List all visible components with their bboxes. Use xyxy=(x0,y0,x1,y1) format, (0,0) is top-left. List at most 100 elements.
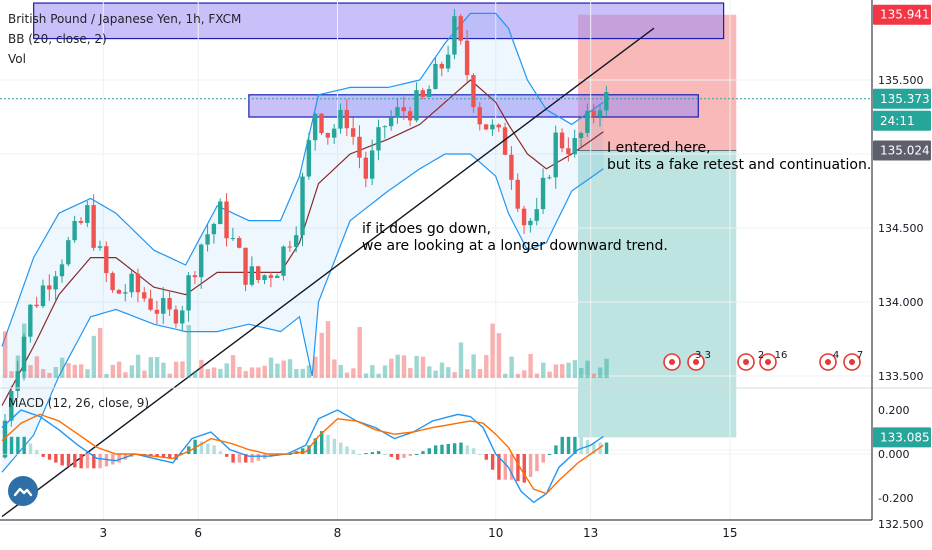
candle-body[interactable] xyxy=(28,304,33,337)
volume-bar[interactable] xyxy=(439,362,445,378)
volume-bar[interactable] xyxy=(572,360,578,378)
candle-body[interactable] xyxy=(173,309,179,324)
volume-bar[interactable] xyxy=(338,364,343,378)
macd-histogram-bar[interactable] xyxy=(98,454,102,469)
macd-histogram-bar[interactable] xyxy=(28,443,33,454)
volume-bar[interactable] xyxy=(528,354,533,378)
candle-body[interactable] xyxy=(521,208,527,226)
volume-bar[interactable] xyxy=(319,332,324,378)
macd-histogram-bar[interactable] xyxy=(370,452,375,454)
macd-histogram-bar[interactable] xyxy=(47,454,52,460)
candle-body[interactable] xyxy=(78,221,84,223)
ascending-trendline[interactable] xyxy=(1,27,655,518)
macd-histogram-bar[interactable] xyxy=(446,443,450,454)
volume-bar[interactable] xyxy=(110,364,116,378)
macd-histogram-bar[interactable] xyxy=(389,454,394,457)
signal-line[interactable] xyxy=(1,413,604,495)
macd-histogram-bar[interactable] xyxy=(566,436,571,454)
macd-histogram-bar[interactable] xyxy=(79,454,83,469)
volume-bar[interactable] xyxy=(3,331,8,378)
macd-histogram-bar[interactable] xyxy=(478,454,482,455)
macd-histogram-bar[interactable] xyxy=(452,443,457,454)
price-badge[interactable] xyxy=(873,140,931,161)
macd-histogram-bar[interactable] xyxy=(73,454,77,468)
candle-body[interactable] xyxy=(502,127,508,155)
candle-body[interactable] xyxy=(142,292,147,299)
macd-histogram-bar[interactable] xyxy=(535,454,539,472)
macd-histogram-bar[interactable] xyxy=(35,450,39,454)
volume-bar[interactable] xyxy=(408,367,413,378)
candle-body[interactable] xyxy=(21,336,27,372)
volume-bar[interactable] xyxy=(167,373,172,378)
candle-body[interactable] xyxy=(534,209,539,221)
volume-bar[interactable] xyxy=(142,370,147,378)
macd-histogram-bar[interactable] xyxy=(573,436,577,454)
candle-body[interactable] xyxy=(382,126,387,128)
macd-histogram-bar[interactable] xyxy=(326,434,330,454)
candle-body[interactable] xyxy=(40,285,46,307)
macd-histogram-bar[interactable] xyxy=(592,442,596,454)
volume-bar[interactable] xyxy=(53,367,59,378)
macd-histogram-bar[interactable] xyxy=(22,436,26,454)
volume-bar[interactable] xyxy=(256,367,261,378)
macd-histogram-bar[interactable] xyxy=(528,454,533,477)
volume-bar[interactable] xyxy=(484,355,489,378)
candle-body[interactable] xyxy=(34,304,39,307)
candle-body[interactable] xyxy=(249,266,255,285)
macd-histogram-bar[interactable] xyxy=(345,446,349,454)
candle-body[interactable] xyxy=(186,275,191,311)
macd-histogram-bar[interactable] xyxy=(9,436,14,454)
volume-bar[interactable] xyxy=(199,359,204,378)
macd-histogram-bar[interactable] xyxy=(541,454,545,463)
volume-bar[interactable] xyxy=(579,367,584,378)
volume-bar[interactable] xyxy=(34,356,40,378)
candle-body[interactable] xyxy=(350,128,356,137)
volume-bar[interactable] xyxy=(598,367,603,378)
macd-histogram-bar[interactable] xyxy=(41,454,45,457)
candle-body[interactable] xyxy=(312,113,318,141)
candle-body[interactable] xyxy=(135,273,141,293)
candle-body[interactable] xyxy=(433,63,438,90)
candle-body[interactable] xyxy=(388,117,394,127)
candle-body[interactable] xyxy=(553,132,558,178)
candle-body[interactable] xyxy=(167,298,172,310)
take-profit-zone[interactable] xyxy=(578,150,737,438)
volume-bar[interactable] xyxy=(154,357,160,378)
bb-legend[interactable]: BB (20, close, 2) xyxy=(8,32,107,46)
candle-body[interactable] xyxy=(325,133,331,138)
macd-histogram-bar[interactable] xyxy=(92,454,96,469)
macd-histogram-bar[interactable] xyxy=(206,443,210,454)
tradingview-logo-icon[interactable] xyxy=(8,476,38,506)
volume-bar[interactable] xyxy=(294,368,299,378)
volume-bar[interactable] xyxy=(85,369,90,378)
candle-body[interactable] xyxy=(281,246,286,276)
candle-body[interactable] xyxy=(161,298,166,314)
volume-bar[interactable] xyxy=(306,365,312,378)
candle-body[interactable] xyxy=(262,275,267,280)
macd-histogram-bar[interactable] xyxy=(465,445,469,454)
macd-histogram-bar[interactable] xyxy=(427,448,432,454)
volume-bar[interactable] xyxy=(47,372,52,378)
candle-body[interactable] xyxy=(540,177,546,210)
volume-bar[interactable] xyxy=(72,364,78,378)
candle-body[interactable] xyxy=(53,276,58,290)
volume-bar[interactable] xyxy=(395,354,400,378)
volume-bar[interactable] xyxy=(515,373,521,378)
volume-bar[interactable] xyxy=(325,321,331,378)
volume-bar[interactable] xyxy=(78,364,84,378)
volume-bar[interactable] xyxy=(192,371,198,378)
volume-bar[interactable] xyxy=(313,356,318,378)
volume-bar[interactable] xyxy=(509,356,514,378)
macd-histogram-bar[interactable] xyxy=(516,454,520,482)
volume-bar[interactable] xyxy=(104,373,109,378)
macd-histogram-bar[interactable] xyxy=(459,442,463,454)
volume-legend[interactable]: Vol xyxy=(8,52,26,66)
candle-body[interactable] xyxy=(597,110,603,117)
volume-bar[interactable] xyxy=(66,363,71,378)
volume-bar[interactable] xyxy=(357,327,362,378)
macd-histogram-bar[interactable] xyxy=(66,454,71,467)
macd-histogram-bar[interactable] xyxy=(313,438,318,454)
candle-body[interactable] xyxy=(547,177,552,179)
volume-bar[interactable] xyxy=(490,323,495,378)
candle-body[interactable] xyxy=(211,223,217,235)
